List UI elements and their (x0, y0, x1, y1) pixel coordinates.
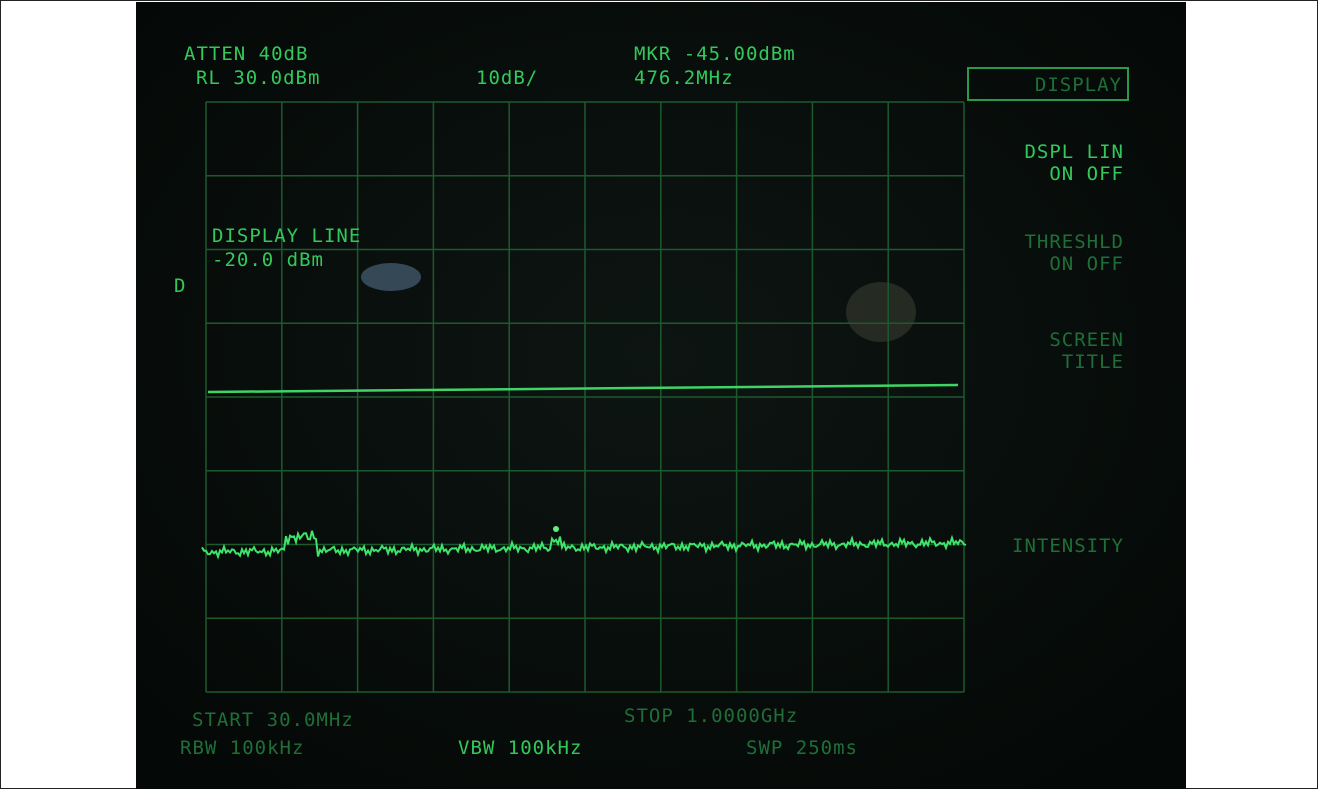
softkey[interactable]: INTENSITY (1012, 535, 1124, 557)
rbw-label: RBW 100kHz (180, 737, 304, 759)
scale-label: 10dB/ (476, 67, 538, 89)
marker-label: MKR -45.00dBm (634, 43, 796, 65)
start-freq: START 30.0MHz (192, 709, 354, 731)
softkey[interactable]: ON OFF (1049, 163, 1124, 185)
atten-label: ATTEN 40dB (184, 43, 308, 65)
sweep-label: SWP 250ms (746, 737, 858, 759)
display-line (207, 383, 959, 394)
softkey-title: DISPLAY (1035, 74, 1122, 96)
glare (361, 263, 421, 291)
softkey[interactable]: THRESHLD (1024, 231, 1124, 253)
marker-dot (553, 526, 559, 532)
graticule (205, 101, 965, 693)
analyzer-screen: ATTEN 40dB RL 30.0dBm 10dB/ MKR -45.00dB… (136, 2, 1186, 789)
softkey[interactable]: SCREEN (1049, 329, 1124, 351)
display-line-level: -20.0 dBm (212, 249, 324, 271)
softkey-title-box (967, 67, 1129, 101)
stop-freq: STOP 1.0000GHz (624, 705, 798, 727)
softkey[interactable]: DSPL LIN (1024, 141, 1124, 163)
softkey[interactable]: TITLE (1062, 351, 1124, 373)
display-line-flag: D (174, 275, 186, 297)
glare (846, 282, 916, 342)
ref-level-label: RL 30.0dBm (196, 67, 320, 89)
marker-freq-label: 476.2MHz (634, 67, 734, 89)
spectrum-trace (201, 530, 967, 560)
softkey[interactable]: ON OFF (1049, 253, 1124, 275)
vbw-label: VBW 100kHz (458, 737, 582, 759)
display-line-title: DISPLAY LINE (212, 225, 361, 247)
